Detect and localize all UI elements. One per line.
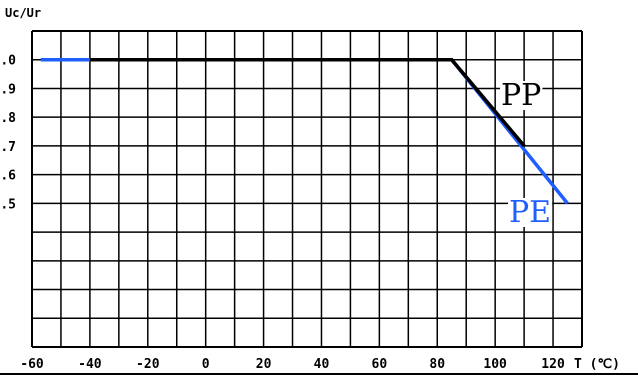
x-tick-label: -40 xyxy=(78,357,102,372)
series-line-pp-overlay xyxy=(89,57,526,148)
y-tick-label: .8 xyxy=(0,111,16,126)
chart-series xyxy=(40,57,569,205)
y-tick-label: .7 xyxy=(0,140,16,155)
chart-labels: PP PE -60 -40 -20 0 20 40 60 80 100 120 .0 .9 .8 .7 .6 .5… xyxy=(0,6,620,372)
series-label-pp-bg xyxy=(500,81,543,110)
y-tick-label: .9 xyxy=(0,82,16,97)
x-tick-label: 40 xyxy=(314,357,330,372)
series-label-pe: PE xyxy=(509,195,551,230)
y-tick-label: .5 xyxy=(0,197,16,212)
series-label-pe-bg xyxy=(508,198,553,227)
y-tick-label: .0 xyxy=(0,54,16,69)
x-tick-label: 80 xyxy=(429,357,445,372)
x-tick-label: 120 xyxy=(541,357,565,372)
y-axis-label: Uc/Ur xyxy=(5,6,41,20)
x-tick-label: 20 xyxy=(256,357,272,372)
chart-grid xyxy=(0,30,638,375)
y-tick-label: .6 xyxy=(0,169,16,184)
x-axis-label: T (℃) xyxy=(574,357,620,372)
series-line-pe xyxy=(40,57,569,205)
x-tick-label: -20 xyxy=(136,357,160,372)
x-tick-label: 60 xyxy=(372,357,388,372)
x-tick-label: 0 xyxy=(202,357,210,372)
series-label-pp: PP xyxy=(501,78,541,113)
x-tick-label: -60 xyxy=(20,357,44,372)
x-tick-label: 100 xyxy=(483,357,507,372)
series-line-pp xyxy=(89,57,526,148)
